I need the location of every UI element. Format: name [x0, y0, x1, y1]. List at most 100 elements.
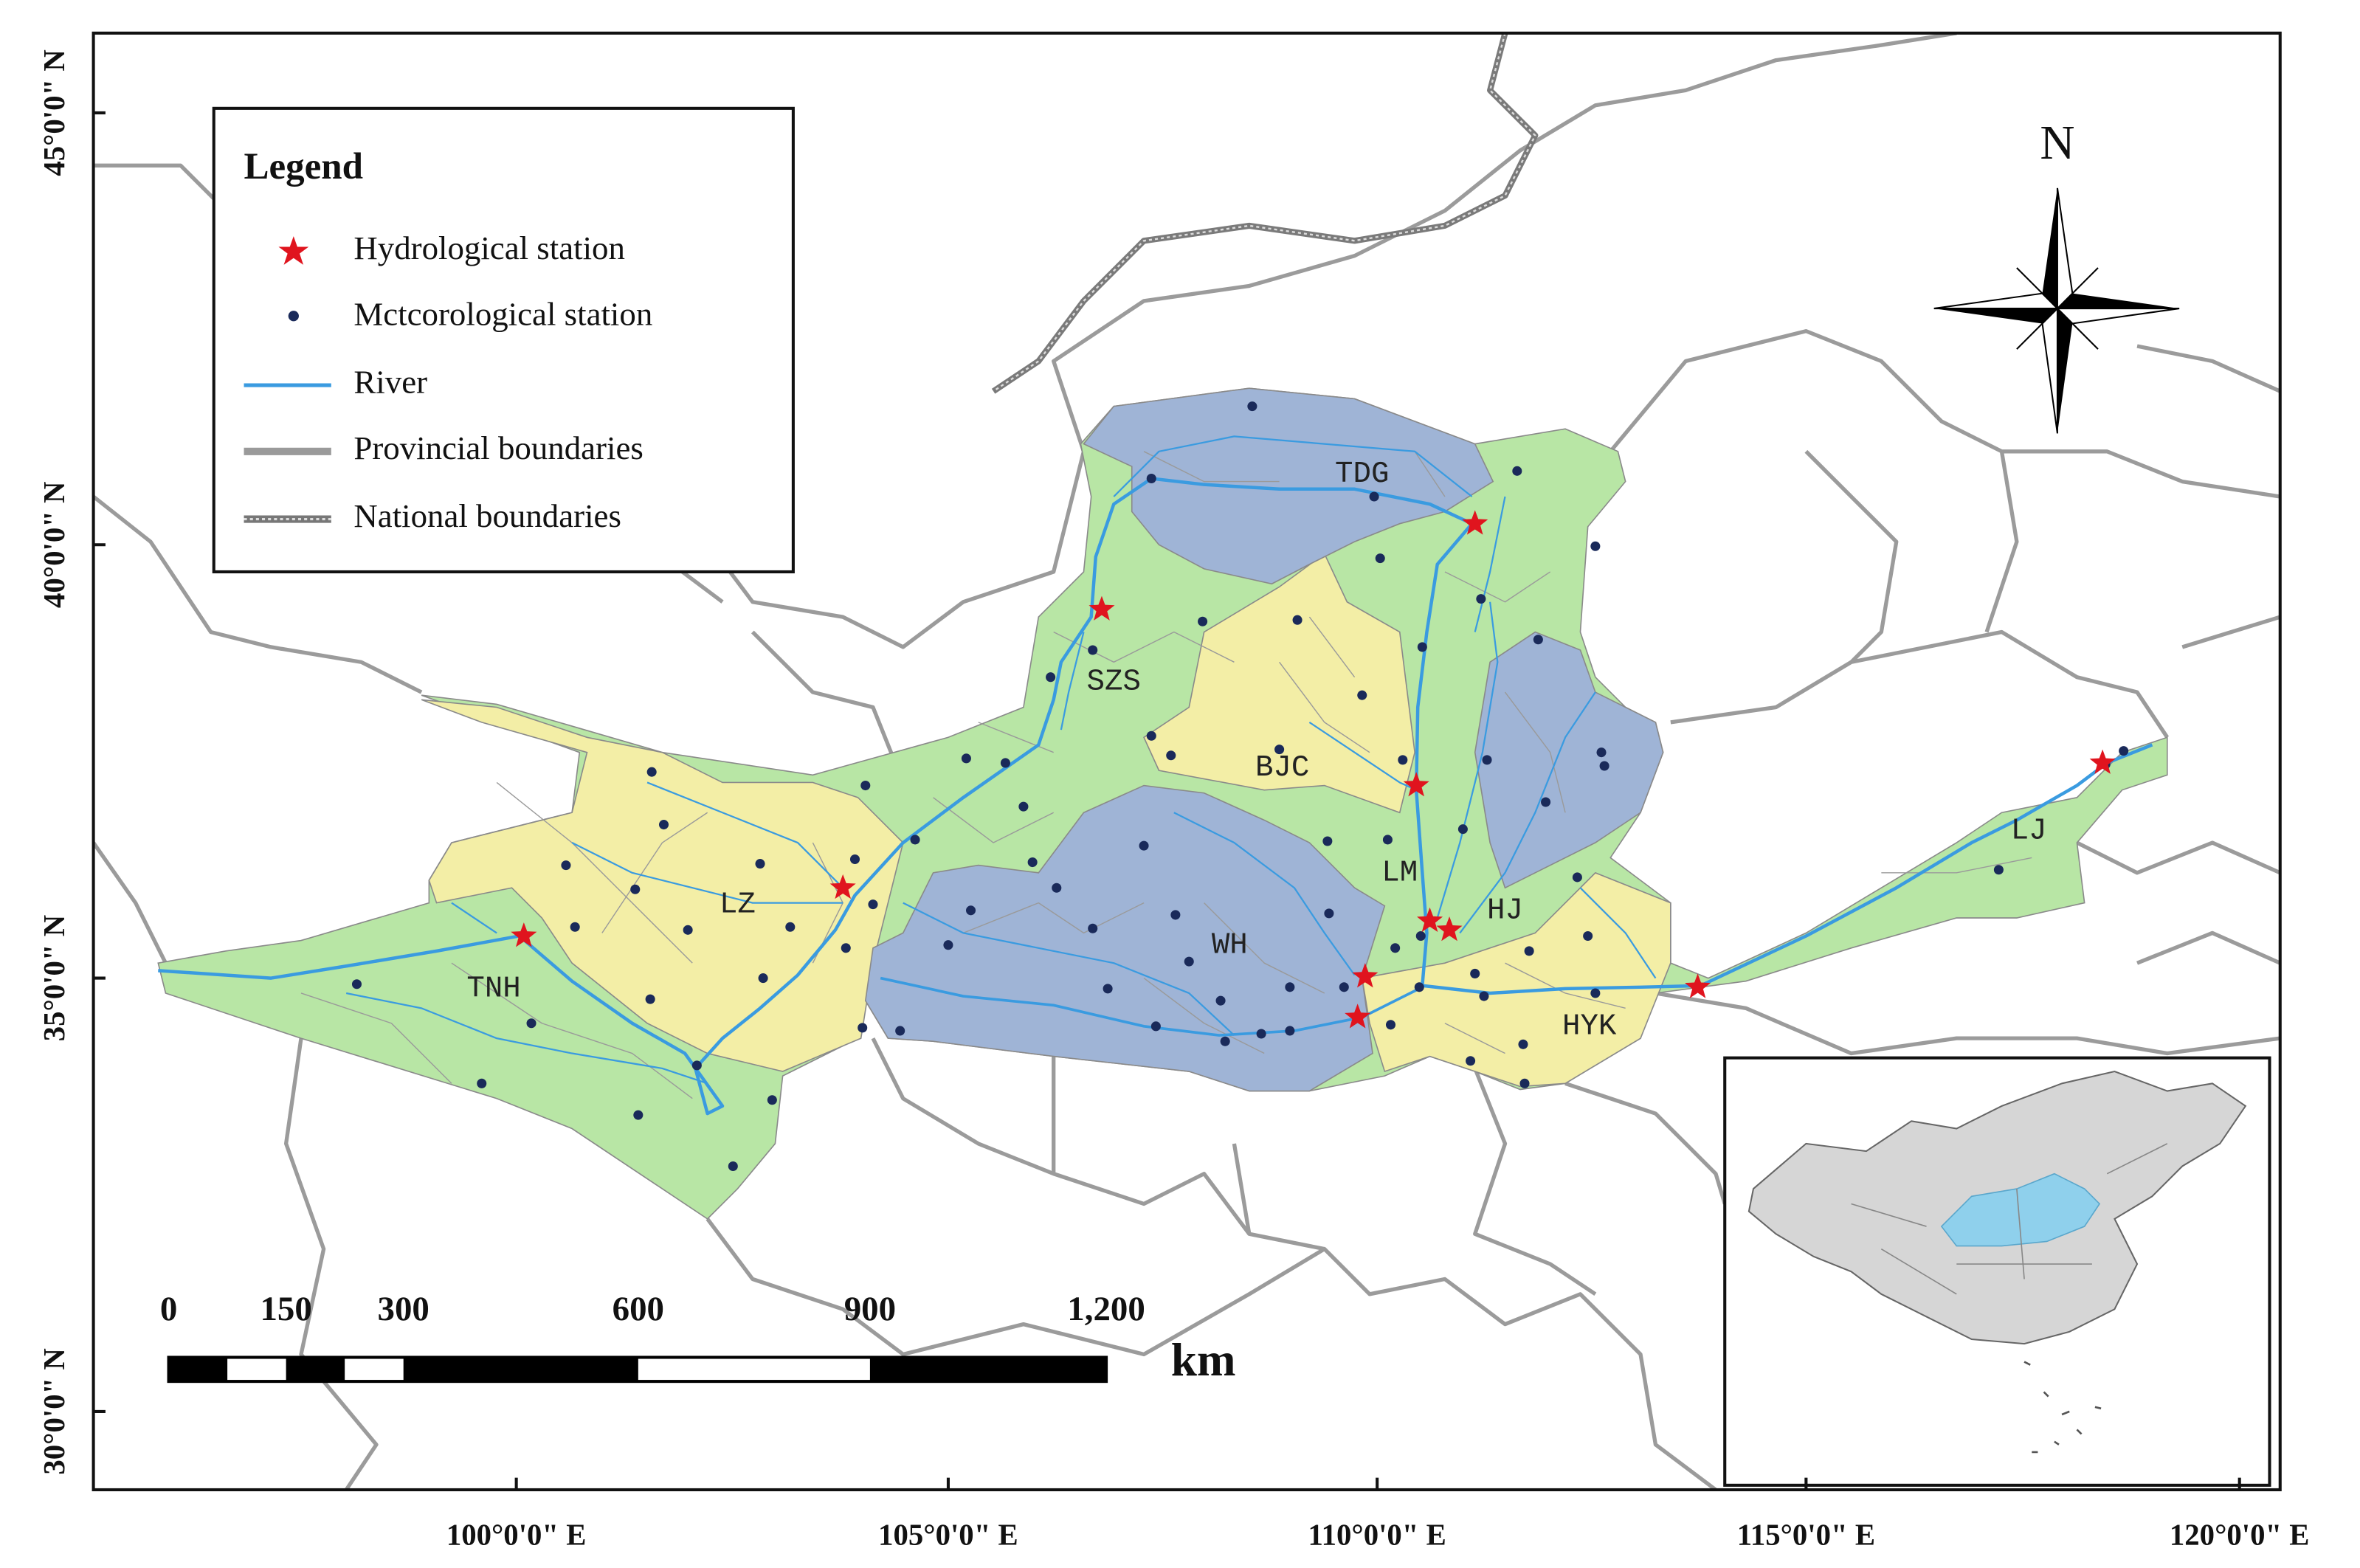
- meteorological-station: [1000, 758, 1010, 768]
- meteorological-station: [1357, 690, 1367, 700]
- sub-catchment-boundary: [1504, 691, 1566, 813]
- meteorological-station: [1139, 840, 1149, 851]
- hydrological-station: [1403, 772, 1429, 797]
- hydrological-station: [1088, 595, 1115, 621]
- river: [451, 902, 497, 934]
- provincial-boundary: [93, 494, 423, 694]
- river: [1173, 812, 1356, 976]
- latitude-axis: 45°0'0" N 40°0'0" N 35°0'0" N 30°0'0" N: [38, 49, 71, 1474]
- sub-catchment-boundary: [1143, 451, 1280, 483]
- meteorological-station: [1215, 995, 1226, 1006]
- station-label: LM: [1381, 857, 1418, 891]
- meteorological-station: [943, 940, 953, 950]
- sub-catchment-boundary: [978, 722, 1054, 753]
- scale-bar: 0 150 300 600 900 1,200 km: [160, 1290, 1236, 1386]
- meteorological-station: [691, 1060, 702, 1071]
- provincial-boundary: [1473, 1067, 1597, 1296]
- meteorological-station: [767, 1095, 777, 1105]
- river: [1474, 496, 1506, 632]
- meteorological-station: [351, 979, 362, 990]
- meteorological-station: [1285, 1026, 1295, 1036]
- meteorological-station: [1382, 835, 1393, 845]
- sub-catchment-boundary: [1053, 631, 1235, 663]
- river: [646, 781, 843, 889]
- legend-item: National boundaries: [353, 497, 621, 534]
- sub-catchment-boundary: [963, 902, 1145, 934]
- scale-label: 0: [160, 1290, 177, 1328]
- meteorological-station: [1339, 982, 1349, 992]
- river: [571, 842, 843, 904]
- meteorological-station: [1256, 1029, 1266, 1039]
- meteorological-station: [526, 1018, 536, 1029]
- river: [158, 477, 2153, 1116]
- provincial-boundary: [2076, 840, 2280, 875]
- national-boundary: [991, 32, 1539, 394]
- provincial-boundary: [2136, 344, 2280, 393]
- meteorological-station: [1220, 1036, 1230, 1046]
- meteorological-station: [1599, 761, 1609, 771]
- sub-catchment-boundary: [1279, 661, 1370, 753]
- inset-map: [1723, 1056, 2271, 1487]
- provincial-boundary: [1804, 449, 1899, 664]
- legend-title: Legend: [244, 146, 363, 187]
- meteorological-station: [1088, 645, 1098, 655]
- provincial-boundary: [283, 1037, 379, 1490]
- meteorological-station: [1088, 923, 1098, 933]
- meteorological-station: [2119, 746, 2129, 756]
- station-label: LZ: [720, 888, 756, 922]
- river: [903, 902, 1235, 1036]
- meteorological-station: [1482, 755, 1492, 765]
- meteorological-station: [1285, 982, 1295, 992]
- scale-unit: km: [1171, 1334, 1236, 1386]
- station-label: HJ: [1487, 894, 1523, 928]
- longitude-label: 105°0'0" E: [878, 1519, 1018, 1552]
- meteorological-station: [1518, 1039, 1528, 1049]
- meteorological-station: [1993, 865, 2004, 875]
- provincial-boundary: [1609, 329, 2280, 499]
- meteorological-station: [1322, 836, 1333, 846]
- scale-bar-segment: [403, 1357, 638, 1382]
- river: [345, 992, 708, 1085]
- meteorological-station: [633, 1110, 644, 1120]
- meteorological-station: [895, 1026, 905, 1036]
- hydrological-station: [829, 874, 856, 899]
- meteorological-station: [785, 922, 796, 932]
- inset-basin: [1940, 1172, 2101, 1247]
- station-label: TDG: [1335, 457, 1389, 491]
- sub-catchment-boundary: [451, 962, 693, 1099]
- meteorological-station: [1398, 755, 1408, 765]
- legend-item: Mctcorological station: [353, 296, 652, 333]
- meteorological-station: [646, 767, 657, 777]
- compass-arm: [2057, 308, 2073, 434]
- meteorological-station: [683, 925, 693, 935]
- provincial-boundary: [93, 841, 168, 964]
- sub-catchment-boundary: [933, 797, 1055, 843]
- hydrological-station: [1416, 907, 1443, 932]
- meteorological-station: [570, 922, 580, 932]
- provincial-boundary: [2136, 930, 2280, 965]
- legend-item: Provincial boundaries: [353, 429, 643, 466]
- meteorological-station: [868, 899, 878, 910]
- meteorological-station: [1572, 872, 1582, 883]
- scale-label: 150: [260, 1290, 311, 1328]
- sub-catchment-boundary: [1308, 616, 1356, 678]
- meteorological-station: [849, 854, 860, 864]
- meteorological-station: [1476, 594, 1486, 604]
- sub-basin: [421, 699, 904, 1072]
- provincial-boundary: [1670, 629, 2170, 739]
- meteorological-station: [910, 835, 920, 845]
- meteorological-station: [841, 943, 851, 953]
- latitude-label: 30°0'0" N: [38, 1348, 71, 1474]
- meteorological-station: [860, 781, 871, 791]
- provincial-boundary: [1655, 991, 2280, 1056]
- provincial-boundary: [871, 1037, 1325, 1251]
- provincial-boundary: [1564, 1081, 1727, 1205]
- sub-catchment-boundary: [1414, 451, 1446, 497]
- station-label: WH: [1212, 928, 1248, 962]
- sub-catchment-boundary: [1143, 978, 1265, 1054]
- meteorological-station: [1324, 908, 1334, 919]
- station-labels: TDG SZS BJC LM HJ WH LZ TNH HYK LJ: [466, 457, 2046, 1043]
- scale-bar-segment: [168, 1357, 228, 1382]
- meteorological-station: [1170, 910, 1181, 920]
- meteorological-station: [1541, 797, 1551, 807]
